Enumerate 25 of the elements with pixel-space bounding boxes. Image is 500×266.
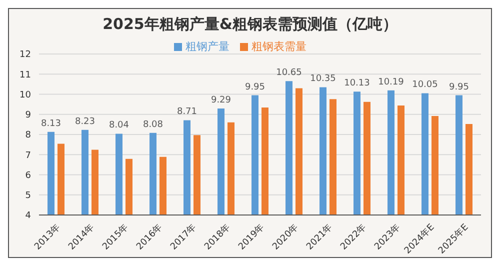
data-label: 10.05 bbox=[412, 80, 438, 90]
legend-label: 粗钢表需量 bbox=[252, 40, 306, 53]
y-tick-label: 10 bbox=[20, 90, 32, 100]
y-tick-label: 12 bbox=[20, 50, 31, 60]
data-label: 10.35 bbox=[310, 74, 336, 84]
legend-label: 粗钢产量 bbox=[186, 40, 230, 53]
data-label: 8.08 bbox=[142, 120, 164, 130]
y-tick-label: 7 bbox=[25, 150, 31, 161]
data-label: 9.95 bbox=[244, 82, 266, 92]
data-label: 8.04 bbox=[108, 120, 130, 131]
y-tick-label: 6 bbox=[25, 170, 32, 181]
data-label: 10.13 bbox=[344, 78, 370, 89]
y-tick-label: 11 bbox=[20, 70, 31, 80]
data-label: 9.95 bbox=[448, 82, 470, 92]
data-label: 9.29 bbox=[210, 96, 232, 106]
data-label: 10.65 bbox=[276, 68, 302, 78]
data-label: 10.19 bbox=[378, 77, 404, 88]
data-label: 8.23 bbox=[74, 116, 96, 127]
data-label: 8.71 bbox=[176, 107, 198, 118]
y-tick-label: 9 bbox=[25, 110, 32, 121]
chart-title: 2025年粗钢产量&粗钢表需预测值（亿吨） bbox=[102, 14, 398, 35]
y-tick-label: 8 bbox=[25, 130, 32, 141]
y-tick-label: 5 bbox=[25, 191, 31, 202]
data-label: 8.13 bbox=[40, 118, 62, 129]
y-tick-label: 4 bbox=[25, 211, 32, 222]
